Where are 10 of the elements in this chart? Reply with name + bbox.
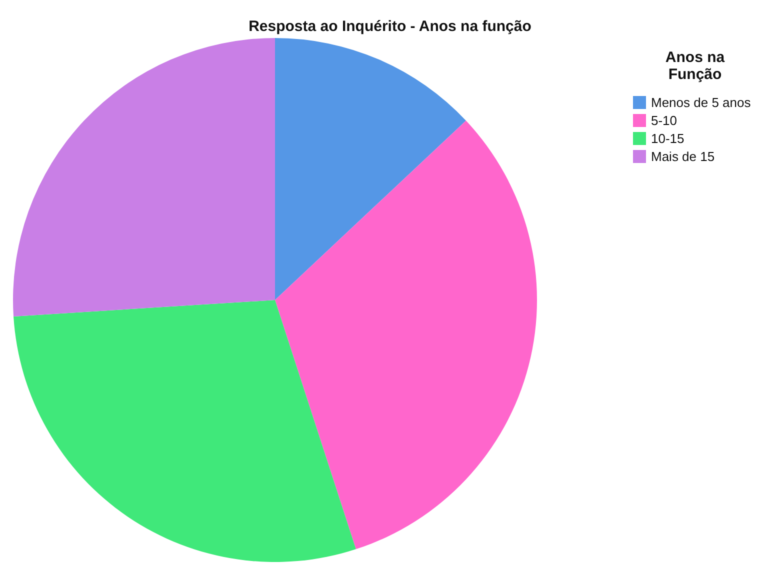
pie-slice bbox=[275, 38, 466, 300]
chart-title: Resposta ao Inquérito - Anos na função bbox=[248, 18, 532, 35]
legend-label: 10-15 bbox=[651, 131, 684, 146]
pie-slice bbox=[14, 300, 356, 562]
legend-label: 5-10 bbox=[651, 113, 678, 128]
pie-slice bbox=[14, 38, 275, 316]
legend-label: Menos de 5 anos bbox=[651, 95, 752, 110]
pie-slice bbox=[275, 120, 537, 550]
legend-label: Mais de 15 bbox=[651, 149, 715, 164]
legend-title: Anos na Função bbox=[665, 49, 726, 83]
